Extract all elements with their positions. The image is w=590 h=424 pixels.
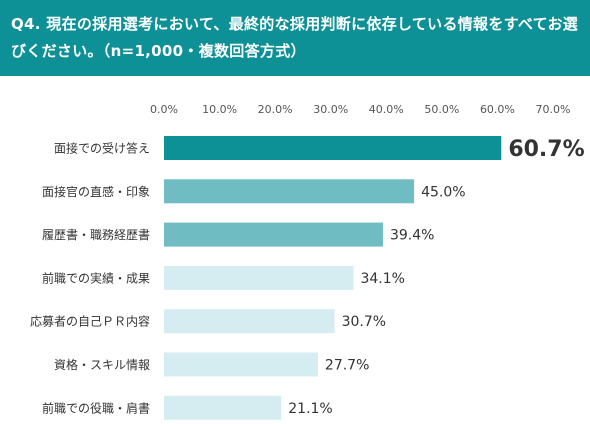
- category-label: 履歴書・職務経歴書: [42, 228, 150, 242]
- bar-chart: 0.0% 10.0% 20.0% 30.0% 40.0% 50.0% 60.0% 70.0% 面…: [30, 103, 585, 420]
- x-tick-label: 70.0%: [536, 103, 571, 116]
- bar: [164, 222, 383, 247]
- value-label: 60.7%: [508, 137, 584, 162]
- category-label: 資格・スキル情報: [54, 357, 150, 372]
- x-tick-label: 20.0%: [258, 103, 293, 116]
- category-label: 応募者の自己ＰＲ内容: [30, 314, 150, 329]
- x-tick-label: 10.0%: [202, 103, 237, 116]
- x-tick-label: 40.0%: [369, 103, 404, 116]
- bar: [164, 395, 282, 420]
- value-label: 21.1%: [288, 401, 332, 417]
- bar: [164, 179, 415, 204]
- bar: [164, 309, 335, 334]
- category-label: 前職での実績・成果: [42, 270, 150, 285]
- value-label: 45.0%: [421, 184, 465, 200]
- category-label: 面接での受け答え: [54, 141, 150, 156]
- x-tick-label: 0.0%: [150, 103, 178, 116]
- x-tick-label: 30.0%: [313, 103, 348, 116]
- chart-title: Q4. 現在の採用選考において、最終的な採用判断に依存している情報をすべてお選び…: [11, 15, 579, 60]
- value-label: 27.7%: [325, 358, 369, 374]
- value-label: 30.7%: [342, 314, 386, 330]
- category-label: 面接官の直感・印象: [42, 184, 150, 199]
- x-tick-label: 60.0%: [480, 103, 515, 116]
- bar: [164, 136, 502, 160]
- bar: [164, 265, 354, 290]
- plot-area: 0.0% 10.0% 20.0% 30.0% 40.0% 50.0% 60.0% 70.0% 面…: [0, 76, 590, 424]
- value-label: 34.1%: [360, 271, 404, 287]
- category-label: 前職での役職・肩書: [42, 400, 150, 415]
- x-tick-label: 50.0%: [424, 103, 459, 116]
- title-banner: Q4. 現在の採用選考において、最終的な採用判断に依存している情報をすべてお選び…: [0, 0, 590, 76]
- value-label: 39.4%: [390, 228, 434, 244]
- bar: [164, 352, 318, 377]
